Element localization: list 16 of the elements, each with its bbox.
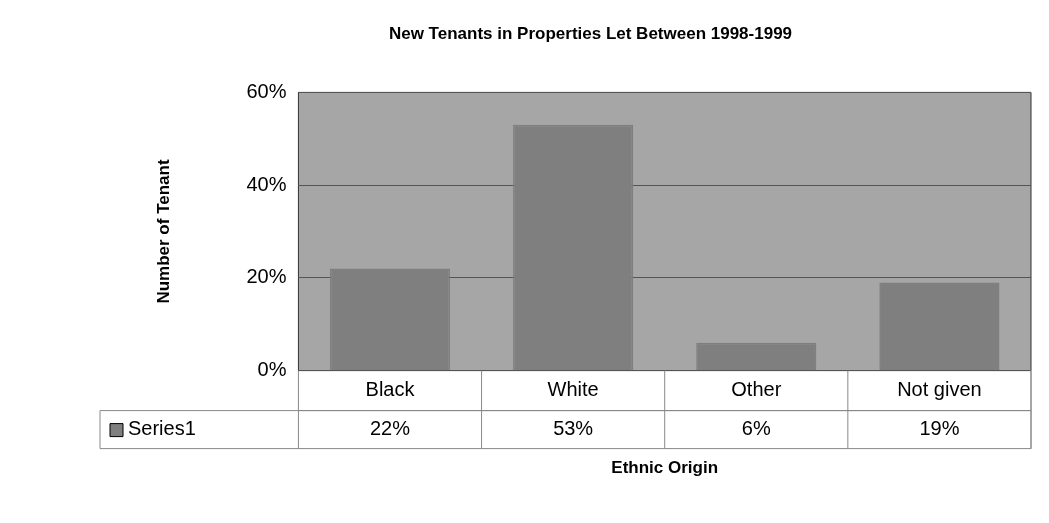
data-label: 19% [919,417,960,440]
y-tick-label: 40% [246,172,287,195]
x-tick-label: White [547,378,599,401]
y-tick-label: 0% [257,358,287,381]
legend-label: Series1 [128,417,196,440]
x-tick-label: Other [731,378,782,401]
x-tick-label: Not given [897,378,982,401]
x-tick-label: Black [365,378,416,401]
x-axis-title: Ethnic Origin [611,458,719,478]
y-tick-label: 60% [246,79,287,102]
data-label: 53% [553,417,594,440]
chart-title: New Tenants in Properties Let Between 1998-1999 [388,23,793,43]
data-label: 6% [741,417,771,440]
y-tick-label: 20% [246,265,287,288]
y-axis-title: Number of Tenant [153,159,173,304]
data-label: 22% [369,417,411,440]
